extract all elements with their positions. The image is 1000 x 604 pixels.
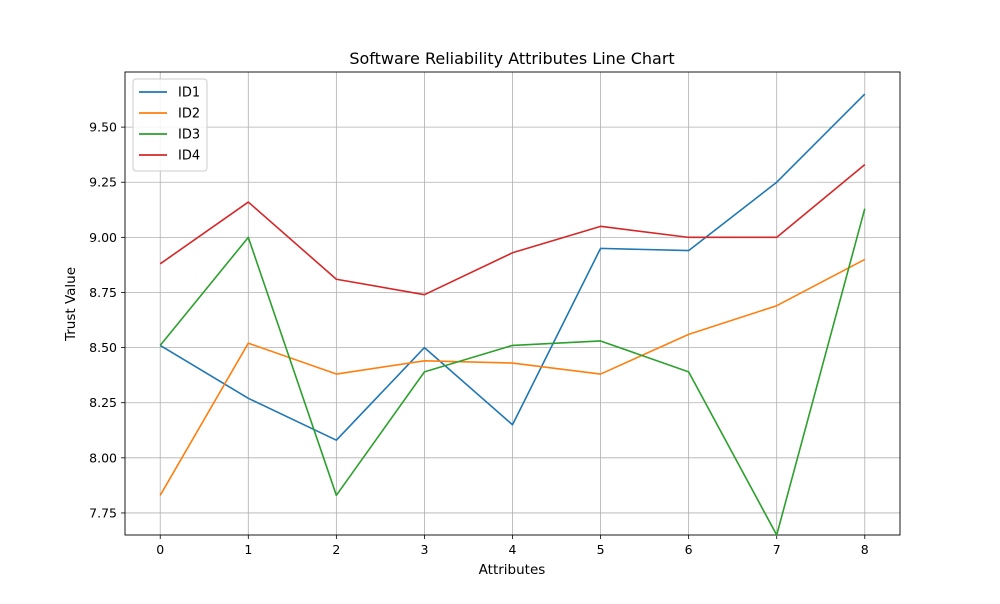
y-tick-label: 8.00 bbox=[89, 450, 117, 465]
y-tick-label: 9.25 bbox=[89, 175, 117, 190]
series-line-id1 bbox=[159, 93, 866, 442]
x-tick-label: 5 bbox=[597, 542, 605, 557]
y-tick-label: 8.25 bbox=[89, 395, 117, 410]
x-tick-label: 1 bbox=[244, 542, 252, 557]
x-tick-label: 3 bbox=[420, 542, 428, 557]
x-tick-label: 7 bbox=[773, 542, 781, 557]
x-tick-label: 2 bbox=[332, 542, 340, 557]
grid bbox=[125, 72, 900, 535]
y-tick-label: 9.50 bbox=[89, 120, 117, 135]
y-tick-label: 9.00 bbox=[89, 230, 117, 245]
legend-box bbox=[132, 78, 208, 172]
series-line-id4 bbox=[159, 163, 866, 296]
plot-frame bbox=[124, 71, 901, 536]
x-tick-label: 8 bbox=[861, 542, 869, 557]
legend-label: ID1 bbox=[178, 86, 200, 101]
legend: ID1 ID2 ID3 ID4 bbox=[132, 78, 208, 172]
x-tick-label: 4 bbox=[509, 542, 517, 557]
legend-label: ID2 bbox=[178, 107, 200, 122]
x-tick-label: 0 bbox=[156, 542, 164, 557]
legend-label: ID4 bbox=[178, 149, 200, 164]
y-tick-label: 8.50 bbox=[89, 340, 117, 355]
series-line-id2 bbox=[159, 258, 866, 496]
y-tick-label: 7.75 bbox=[89, 505, 117, 520]
chart-title: Software Reliability Attributes Line Cha… bbox=[349, 49, 674, 68]
legend-label: ID3 bbox=[178, 128, 200, 143]
x-axis-label: Attributes bbox=[479, 562, 546, 578]
axes: 0 1 2 3 4 5 6 7 8 7.75 8.00 8.25 8.50 8.75 9.00 9.25 9.5… bbox=[89, 71, 901, 557]
x-tick-label: 6 bbox=[685, 542, 693, 557]
series-line-id3 bbox=[159, 208, 866, 536]
y-axis-label: Trust Value bbox=[63, 267, 79, 342]
series-lines bbox=[159, 93, 866, 536]
y-tick-label: 8.75 bbox=[89, 285, 117, 300]
